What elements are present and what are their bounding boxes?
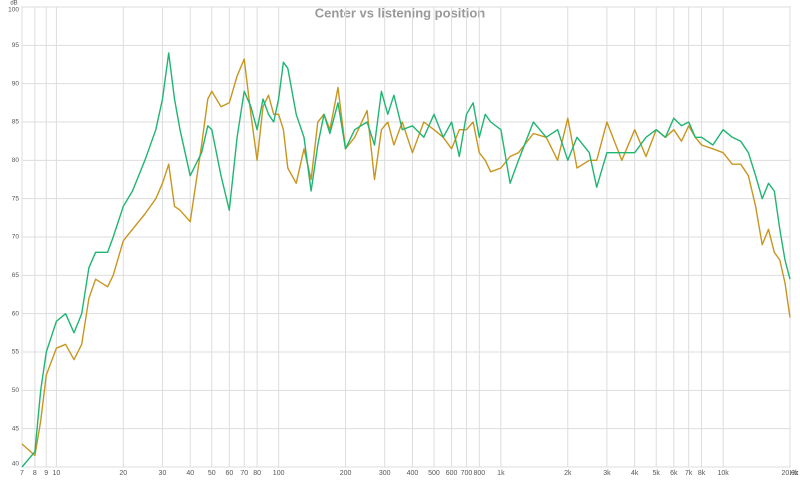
x-tick-label: 400 bbox=[407, 470, 419, 477]
y-axis-label: dB bbox=[10, 1, 17, 7]
x-tick-label: 8 bbox=[33, 470, 37, 477]
x-tick-label: 9 bbox=[44, 470, 48, 477]
x-tick-label: 4k bbox=[631, 470, 639, 477]
y-tick-label: 85 bbox=[12, 119, 20, 126]
x-tick-label: 80 bbox=[253, 470, 261, 477]
series-line bbox=[21, 58, 791, 457]
y-tick-label: 100 bbox=[8, 7, 19, 14]
y-tick-label: 75 bbox=[12, 195, 20, 202]
y-tick-label: 80 bbox=[12, 157, 20, 164]
x-tick-label: 1k bbox=[497, 470, 505, 477]
x-tick-label: 70 bbox=[240, 470, 248, 477]
x-tick-label: 20 bbox=[119, 470, 127, 477]
y-tick-label: 95 bbox=[12, 42, 20, 49]
x-tick-label: 7 bbox=[20, 470, 24, 477]
x-tick-label: 10 bbox=[53, 470, 61, 477]
x-tick-label: 300 bbox=[379, 470, 391, 477]
y-tick-label: 50 bbox=[12, 387, 20, 394]
x-tick-label: 60 bbox=[225, 470, 233, 477]
x-tick-label: 20.0k bbox=[781, 470, 799, 477]
x-tick-label: 2k bbox=[564, 470, 572, 477]
x-tick-label: 500 bbox=[428, 470, 440, 477]
series-line bbox=[21, 52, 791, 468]
x-tick-label: 700 bbox=[461, 470, 473, 477]
x-tick-label: 8k bbox=[698, 470, 706, 477]
x-tick-label: 3k bbox=[603, 470, 611, 477]
y-tick-label: 55 bbox=[12, 349, 20, 356]
x-tick-label: 800 bbox=[473, 470, 485, 477]
y-tick-label: 70 bbox=[12, 234, 20, 241]
x-tick-label: 600 bbox=[446, 470, 458, 477]
x-tick-label: 200 bbox=[340, 470, 352, 477]
x-tick-label: 5k bbox=[653, 470, 661, 477]
chart-title: Center vs listening position bbox=[315, 5, 486, 20]
x-tick-label: 6k bbox=[670, 470, 678, 477]
y-tick-label: 40 bbox=[12, 461, 20, 468]
x-tick-label: 50 bbox=[208, 470, 216, 477]
x-tick-label: 10k bbox=[717, 470, 729, 477]
y-tick-label: 45 bbox=[12, 425, 20, 432]
y-tick-label: 60 bbox=[12, 310, 20, 317]
y-tick-label: 90 bbox=[12, 80, 20, 87]
x-tick-label: 30 bbox=[159, 470, 167, 477]
x-tick-label: 100 bbox=[273, 470, 285, 477]
x-tick-label: 40 bbox=[186, 470, 194, 477]
y-tick-label: 65 bbox=[12, 272, 20, 279]
x-axis-label: Hz bbox=[790, 470, 799, 477]
x-tick-label: 7k bbox=[685, 470, 693, 477]
